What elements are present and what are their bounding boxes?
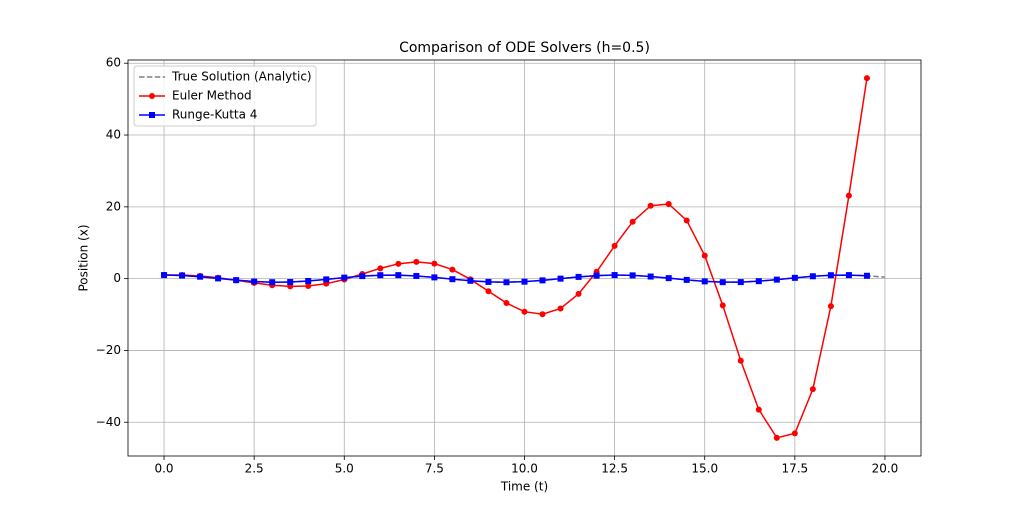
x-tick-label: 0.0 <box>154 462 173 476</box>
data-point <box>449 266 456 273</box>
data-point <box>503 279 510 286</box>
y-axis-label: Position (x) <box>77 224 91 291</box>
x-tick-label: 15.0 <box>691 462 718 476</box>
data-point <box>305 277 312 284</box>
data-point <box>557 305 564 312</box>
data-point <box>431 260 438 267</box>
data-point <box>863 75 870 82</box>
data-point <box>755 278 762 285</box>
data-point <box>413 272 420 279</box>
data-point <box>539 277 546 284</box>
y-tick-label: 40 <box>106 128 121 142</box>
data-point <box>647 202 654 209</box>
x-tick-label: 5.0 <box>335 462 354 476</box>
x-tick-label: 7.5 <box>425 462 444 476</box>
data-point <box>521 308 528 315</box>
data-point <box>827 303 834 310</box>
data-point <box>683 276 690 283</box>
x-tick-label: 20.0 <box>872 462 899 476</box>
data-point <box>809 386 816 393</box>
data-point <box>575 290 582 297</box>
data-point <box>809 273 816 280</box>
data-point <box>485 288 492 295</box>
data-point <box>719 302 726 309</box>
data-point <box>629 272 636 279</box>
legend-label: True Solution (Analytic) <box>171 70 312 84</box>
data-point <box>557 275 564 282</box>
data-point <box>647 273 654 280</box>
legend-marker <box>149 93 155 99</box>
data-point <box>179 272 186 279</box>
data-point <box>395 260 402 267</box>
data-point <box>575 273 582 280</box>
data-point <box>773 276 780 283</box>
data-point <box>665 200 672 207</box>
data-point <box>251 278 258 285</box>
y-tick-label: −20 <box>96 343 121 357</box>
data-point <box>413 258 420 265</box>
data-point <box>359 273 366 280</box>
data-point <box>377 272 384 279</box>
data-point <box>197 273 204 280</box>
data-point <box>269 279 276 286</box>
data-point <box>377 265 384 272</box>
plot-frame <box>127 59 922 457</box>
data-point <box>845 192 852 199</box>
data-point <box>431 274 438 281</box>
data-point <box>395 272 402 279</box>
y-tick-label: −40 <box>96 415 121 429</box>
series-line <box>164 274 867 283</box>
data-point <box>629 218 636 225</box>
data-point <box>503 300 510 307</box>
data-point <box>449 276 456 283</box>
data-point <box>467 277 474 284</box>
data-point <box>233 277 240 284</box>
data-point <box>161 272 168 279</box>
data-point <box>287 279 294 286</box>
series-line <box>164 78 868 439</box>
data-point <box>341 274 348 281</box>
y-tick-label: 0 <box>113 271 121 285</box>
data-point <box>611 272 618 279</box>
chart-title: Comparison of ODE Solvers (h=0.5) <box>399 40 650 56</box>
data-point <box>215 275 222 282</box>
legend-label: Runge-Kutta 4 <box>172 108 257 122</box>
data-point <box>737 357 744 364</box>
data-point <box>323 276 330 283</box>
data-point <box>305 283 312 290</box>
data-point <box>701 278 708 285</box>
legend-marker <box>149 112 155 118</box>
data-point <box>539 311 546 318</box>
y-tick-label: 60 <box>106 56 121 70</box>
data-point <box>827 272 834 279</box>
data-point <box>845 272 852 279</box>
data-point <box>701 252 708 259</box>
data-point <box>755 406 762 413</box>
data-point <box>593 272 600 279</box>
x-axis-label: Time (t) <box>500 480 548 494</box>
y-tick-label: 20 <box>106 199 121 213</box>
x-tick-label: 17.5 <box>781 462 808 476</box>
x-tick-label: 12.5 <box>601 462 628 476</box>
x-tick-label: 10.0 <box>511 462 538 476</box>
legend-label: Euler Method <box>172 89 252 103</box>
data-point <box>737 279 744 286</box>
data-point <box>665 275 672 282</box>
data-point <box>719 279 726 286</box>
data-point <box>791 430 798 437</box>
data-point <box>791 274 798 281</box>
data-point <box>863 272 870 279</box>
legend-box <box>133 65 317 127</box>
data-point <box>485 278 492 285</box>
data-point <box>521 278 528 285</box>
x-tick-label: 2.5 <box>245 462 264 476</box>
data-point <box>773 434 780 441</box>
data-point <box>611 242 618 249</box>
data-point <box>683 217 690 224</box>
